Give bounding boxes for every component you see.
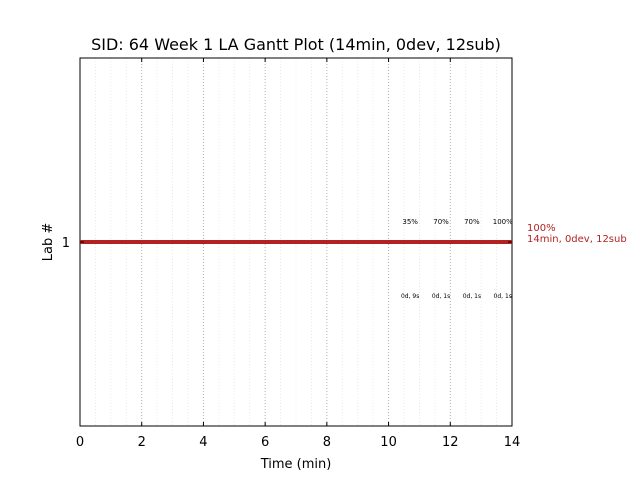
x-tick-label: 2: [138, 435, 146, 450]
y-axis-label: Lab #: [41, 223, 56, 262]
x-axis-label: Time (min): [260, 457, 332, 472]
bar-summary-label: 14min, 0dev, 12sub: [527, 234, 627, 245]
submissions-layer: 35% 0d, 9s 70% 0d, 1s 70% 0d, 1s 100% 0d, 1s: [401, 218, 513, 300]
bar-percent-label: 100%: [527, 223, 556, 234]
x-tick-label: 14: [504, 435, 521, 450]
submission-percent: 70%: [433, 218, 449, 226]
x-tick-label: 8: [323, 435, 331, 450]
x-tick-label: 10: [380, 435, 397, 450]
submission-percent: 100%: [493, 218, 513, 226]
submission-percent: 35%: [402, 218, 418, 226]
submission-percent: 70%: [464, 218, 480, 226]
submission-elapsed: 0d, 1s: [463, 293, 481, 300]
submission-elapsed: 0d, 9s: [401, 293, 419, 300]
x-tick-label: 6: [261, 435, 269, 450]
submission-elapsed: 0d, 1s: [494, 293, 512, 300]
y-tick-label: 1: [62, 236, 70, 251]
chart-title: SID: 64 Week 1 LA Gantt Plot (14min, 0de…: [91, 35, 501, 54]
y-axis: 1: [62, 236, 512, 251]
x-tick-label: 0: [76, 435, 84, 450]
submission-elapsed: 0d, 1s: [432, 293, 450, 300]
x-tick-label: 12: [442, 435, 459, 450]
x-axis: 0 2 4 6 8 10 12 14: [76, 58, 520, 450]
x-tick-label: 4: [199, 435, 207, 450]
bars-layer: 100%14min, 0dev, 12sub: [80, 223, 627, 245]
